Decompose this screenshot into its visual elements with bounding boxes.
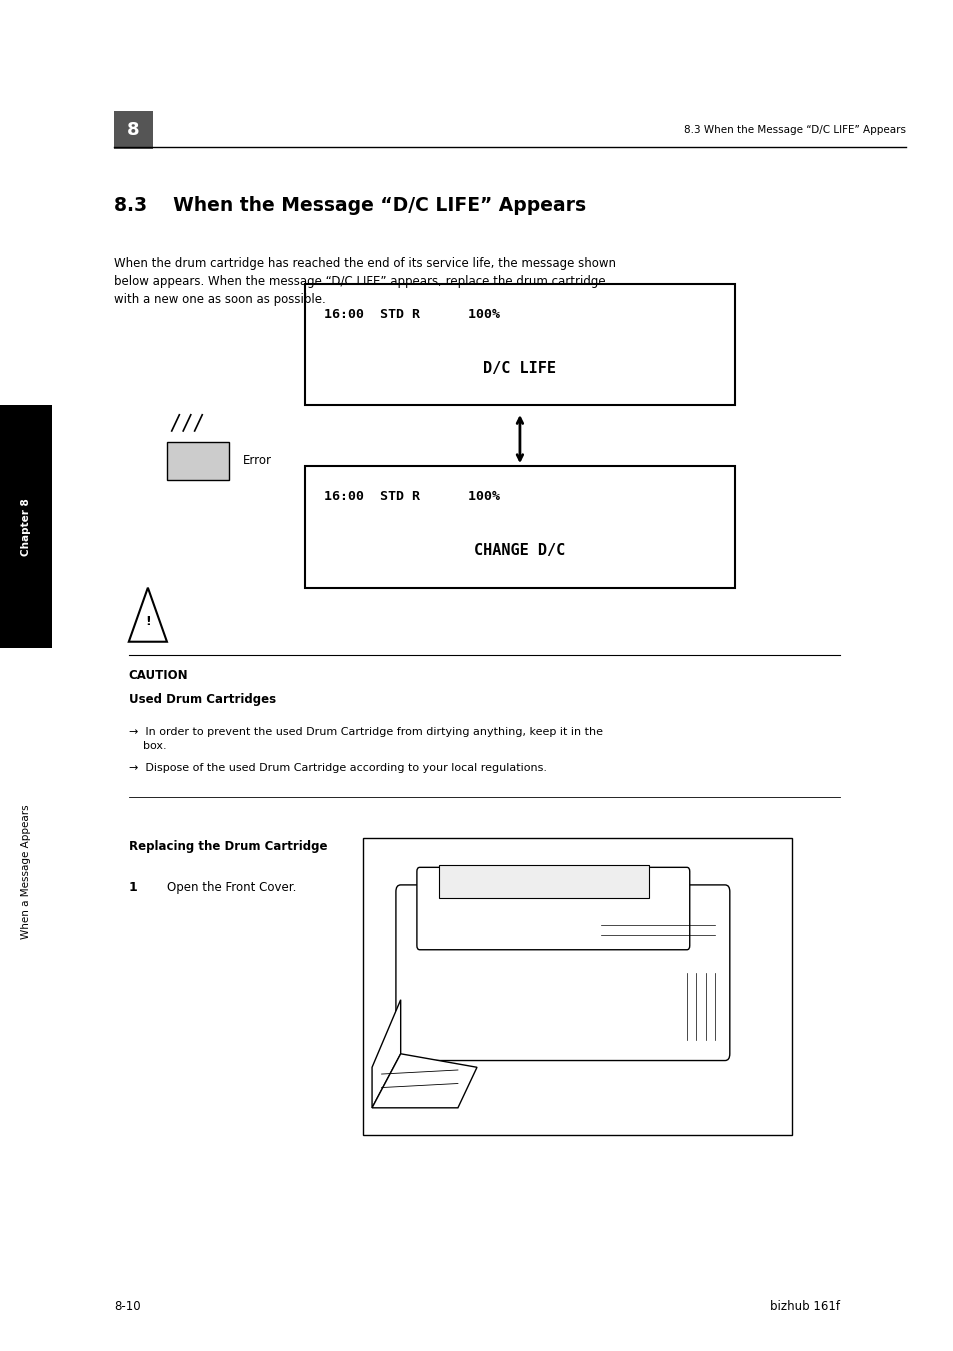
Text: Replacing the Drum Cartridge: Replacing the Drum Cartridge xyxy=(129,840,327,854)
Text: Used Drum Cartridges: Used Drum Cartridges xyxy=(129,693,275,707)
Text: When the drum cartridge has reached the end of its service life, the message sho: When the drum cartridge has reached the … xyxy=(114,257,616,305)
Text: 8-10: 8-10 xyxy=(114,1300,141,1313)
Text: Chapter 8: Chapter 8 xyxy=(21,499,31,555)
Text: →  Dispose of the used Drum Cartridge according to your local regulations.: → Dispose of the used Drum Cartridge acc… xyxy=(129,763,546,773)
Text: 16:00  STD R      100%: 16:00 STD R 100% xyxy=(324,490,499,504)
FancyBboxPatch shape xyxy=(395,885,729,1061)
FancyBboxPatch shape xyxy=(305,284,734,405)
Text: 16:00  STD R      100%: 16:00 STD R 100% xyxy=(324,308,499,322)
Text: bizhub 161f: bizhub 161f xyxy=(769,1300,839,1313)
Text: 8.3 When the Message “D/C LIFE” Appears: 8.3 When the Message “D/C LIFE” Appears xyxy=(683,124,905,135)
Polygon shape xyxy=(372,1054,476,1108)
Text: Open the Front Cover.: Open the Front Cover. xyxy=(167,881,296,894)
FancyBboxPatch shape xyxy=(416,867,689,950)
Text: 1: 1 xyxy=(129,881,137,894)
Text: !: ! xyxy=(145,615,151,628)
Text: When a Message Appears: When a Message Appears xyxy=(21,804,31,939)
Text: CHANGE D/C: CHANGE D/C xyxy=(474,543,565,558)
FancyBboxPatch shape xyxy=(167,442,229,480)
Text: CAUTION: CAUTION xyxy=(129,669,189,682)
FancyBboxPatch shape xyxy=(362,838,791,1135)
Text: D/C LIFE: D/C LIFE xyxy=(483,361,556,376)
Text: 8: 8 xyxy=(127,120,140,139)
FancyBboxPatch shape xyxy=(305,466,734,588)
Text: →  In order to prevent the used Drum Cartridge from dirtying anything, keep it i: → In order to prevent the used Drum Cart… xyxy=(129,727,602,751)
FancyBboxPatch shape xyxy=(114,111,152,149)
Text: 8.3    When the Message “D/C LIFE” Appears: 8.3 When the Message “D/C LIFE” Appears xyxy=(114,196,586,215)
Text: Error: Error xyxy=(243,454,272,467)
Polygon shape xyxy=(372,1000,400,1108)
FancyBboxPatch shape xyxy=(438,865,648,898)
FancyBboxPatch shape xyxy=(0,405,52,648)
Polygon shape xyxy=(129,588,167,642)
